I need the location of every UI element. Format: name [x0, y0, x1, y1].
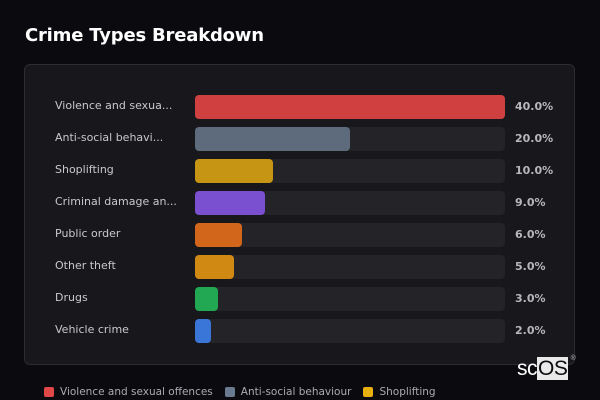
scos-logo: scOS ®: [517, 355, 576, 381]
legend-item[interactable]: Anti-social behaviour: [224, 386, 352, 398]
bar-track: [195, 255, 505, 279]
bar-label: Other theft: [55, 259, 116, 272]
bar-row: Public order 6.0%: [25, 223, 574, 247]
bar-row: Violence and sexua... 40.0%: [25, 95, 574, 119]
bar-value: 2.0%: [515, 324, 546, 337]
legend-item[interactable]: Shoplifting: [363, 386, 436, 398]
bar-label: Public order: [55, 227, 121, 240]
bar-row: Drugs 3.0%: [25, 287, 574, 311]
legend-swatch: [44, 387, 54, 397]
bar-row: Vehicle crime 2.0%: [25, 319, 574, 343]
logo-text-sc: sc: [517, 357, 538, 380]
bar-fill[interactable]: [195, 127, 350, 151]
bar-row: Other theft 5.0%: [25, 255, 574, 279]
bar-fill[interactable]: [195, 287, 219, 311]
bar-value: 20.0%: [515, 132, 554, 145]
logo-text-os: OS: [537, 357, 569, 380]
chart-legend: Violence and sexual offences Anti-social …: [44, 386, 436, 398]
bar-fill[interactable]: [195, 95, 505, 119]
bar-label: Criminal damage an...: [55, 195, 177, 208]
bar-row: Anti-social behavi... 20.0%: [25, 127, 574, 151]
bar-row: Shoplifting 10.0%: [25, 159, 574, 183]
bar-track: [195, 319, 505, 343]
bar-track: [195, 95, 505, 119]
bar-track: [195, 191, 505, 215]
bar-fill[interactable]: [195, 223, 242, 247]
chart-title: Crime Types Breakdown: [25, 25, 264, 46]
chart-card: Violence and sexua... 40.0% Anti-social be…: [24, 64, 575, 365]
bar-label: Drugs: [55, 291, 88, 304]
bar-value: 6.0%: [515, 228, 546, 241]
bar-fill[interactable]: [195, 319, 211, 343]
bar-label: Shoplifting: [55, 163, 114, 176]
bar-track: [195, 159, 505, 183]
legend-swatch: [363, 387, 374, 397]
legend-label: Anti-social behaviour: [240, 386, 352, 398]
bar-fill[interactable]: [195, 159, 273, 183]
bar-fill[interactable]: [195, 255, 234, 279]
bar-value: 3.0%: [515, 292, 546, 305]
bar-value: 5.0%: [515, 260, 546, 273]
bar-value: 9.0%: [515, 196, 546, 209]
legend-item[interactable]: Violence and sexual offences: [44, 386, 213, 398]
bar-fill[interactable]: [195, 191, 265, 215]
bar-track: [195, 287, 505, 311]
bar-label: Anti-social behavi...: [55, 131, 164, 144]
legend-label: Violence and sexual offences: [60, 386, 213, 398]
bar-value: 40.0%: [515, 100, 554, 113]
bar-value: 10.0%: [515, 164, 554, 177]
legend-label: Shoplifting: [379, 386, 436, 398]
registered-mark: ®: [570, 355, 576, 362]
bar-track: [195, 127, 505, 151]
legend-swatch: [224, 387, 235, 397]
bar-label: Violence and sexua...: [55, 99, 173, 112]
bar-label: Vehicle crime: [55, 323, 129, 336]
bar-track: [195, 223, 505, 247]
bar-row: Criminal damage an... 9.0%: [25, 191, 574, 215]
